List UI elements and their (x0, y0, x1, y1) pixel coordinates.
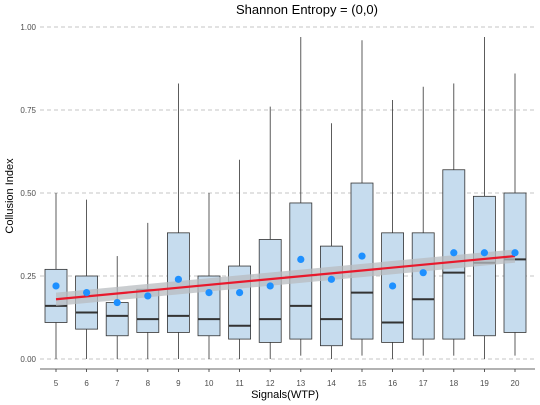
x-tick-label: 20 (511, 379, 520, 388)
trend-line (55, 254, 516, 301)
x-tick-label: 14 (327, 379, 336, 388)
box (258, 239, 282, 343)
x-tick-label: 6 (84, 379, 89, 388)
mean-point (113, 298, 121, 307)
y-tick-label: 1.00 (20, 23, 36, 32)
box (105, 302, 129, 337)
box (319, 245, 343, 347)
x-tick-label: 9 (176, 379, 181, 388)
chart-title: Shannon Entropy = (0,0) (236, 2, 378, 17)
mean-point (389, 282, 397, 290)
mean-point (297, 255, 305, 263)
x-tick-label: 11 (235, 379, 244, 388)
x-tick-label: 19 (480, 379, 489, 388)
mean-point (511, 249, 519, 257)
trend-layer (55, 249, 516, 306)
x-tick-label: 17 (419, 379, 428, 388)
mean-point (144, 292, 152, 300)
x-tick-label: 13 (296, 379, 305, 388)
x-tick-label: 16 (388, 379, 397, 388)
mean-point (266, 282, 274, 290)
x-tick-label: 7 (115, 379, 120, 388)
box (411, 232, 435, 340)
mean-point (419, 269, 427, 277)
mean-point (236, 289, 244, 297)
mean-point (327, 275, 335, 283)
x-tick-label: 5 (54, 379, 59, 388)
box-plots (44, 36, 527, 359)
x-tick-label: 10 (205, 379, 214, 388)
mean-point (450, 249, 458, 257)
y-tick-label: 0.25 (20, 272, 36, 281)
y-axis-title: Collusion Index (4, 158, 16, 234)
mean-point (205, 289, 213, 297)
mean-point (52, 282, 60, 290)
y-tick-label: 0.00 (20, 355, 36, 364)
mean-point (83, 289, 91, 297)
x-tick-label: 15 (358, 379, 367, 388)
box (350, 182, 374, 340)
x-tick-labels: 5 6 7 8 9 10 11 12 13 14 15 16 17 18 19 20 (54, 369, 520, 388)
x-tick-label: 18 (449, 379, 458, 388)
mean-point (358, 252, 366, 260)
x-axis-title: Signals(WTP) (251, 389, 319, 401)
y-tick-labels: 0.00 0.25 0.50 0.75 1.00 (20, 23, 36, 364)
x-tick-label: 12 (266, 379, 275, 388)
x-tick-label: 8 (146, 379, 151, 388)
mean-point (480, 249, 488, 257)
mean-point (174, 275, 182, 283)
y-tick-label: 0.75 (20, 106, 36, 115)
mean-points (52, 249, 519, 307)
y-tick-label: 0.50 (20, 189, 36, 198)
